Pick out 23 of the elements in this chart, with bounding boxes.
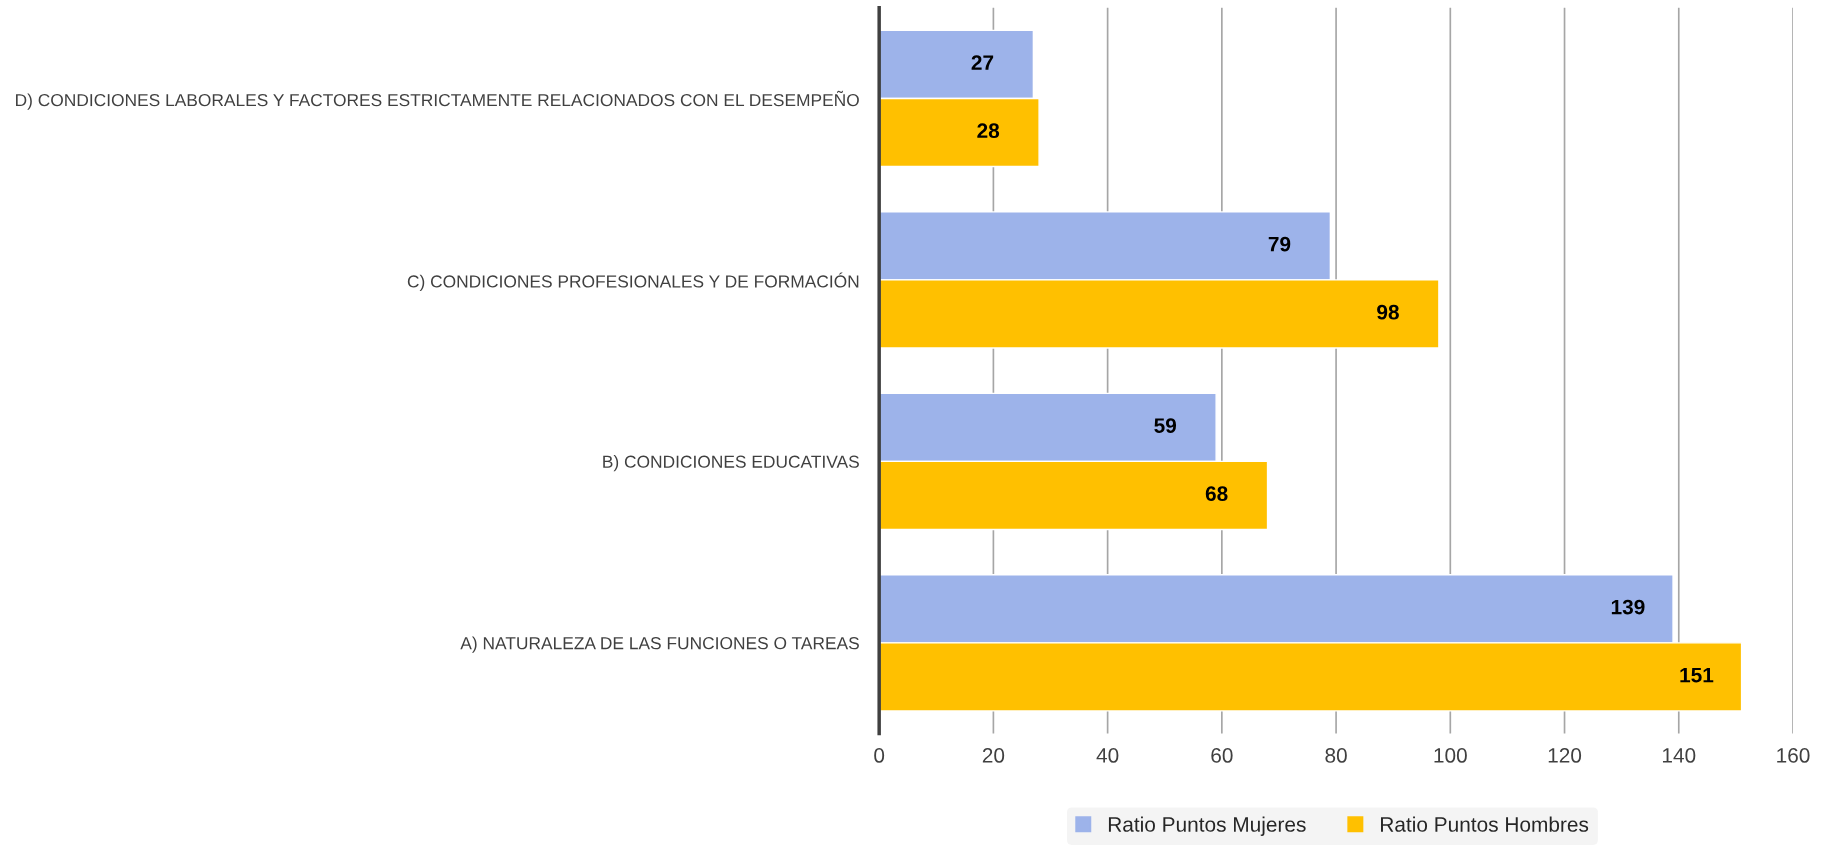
data-label: 59 — [1154, 418, 1177, 433]
x-tick-label: 120 — [1548, 748, 1582, 763]
data-label: 98 — [1377, 304, 1399, 320]
data-label: 79 — [1268, 236, 1291, 252]
data-label: 151 — [1680, 667, 1714, 683]
x-tick-label: 40 — [1096, 748, 1119, 763]
data-label: 28 — [977, 123, 1000, 139]
x-tick-label: 0 — [874, 748, 885, 763]
x-tick-label: 140 — [1662, 748, 1696, 763]
x-tick-label: 160 — [1777, 748, 1810, 763]
x-tick-label: 60 — [1211, 748, 1233, 763]
y-tick-label: C) CONDICIONES PROFESIONALES Y DE FORMACIÓN — [407, 272, 859, 292]
legend-label: Ratio Puntos Hombres — [1381, 816, 1589, 832]
data-label: 27 — [971, 55, 994, 70]
data-label: 139 — [1611, 599, 1645, 615]
x-tick-label: 20 — [982, 748, 1005, 763]
legend-label: Ratio Puntos Mujeres — [1108, 816, 1306, 836]
y-tick-label: B) CONDICIONES EDUCATIVAS — [603, 455, 859, 472]
x-tick-label: 100 — [1434, 748, 1467, 763]
data-label: 68 — [1205, 486, 1228, 502]
x-tick-label: 80 — [1325, 748, 1347, 763]
y-tick-label: A) NATURALEZA DE LAS FUNCIONES O TAREAS — [460, 636, 859, 653]
y-tick-label: D) CONDICIONES LABORALES Y FACTORES ESTRICTAMENTE RELACIONADOS CON EL DESEMPEÑO — [16, 90, 859, 110]
